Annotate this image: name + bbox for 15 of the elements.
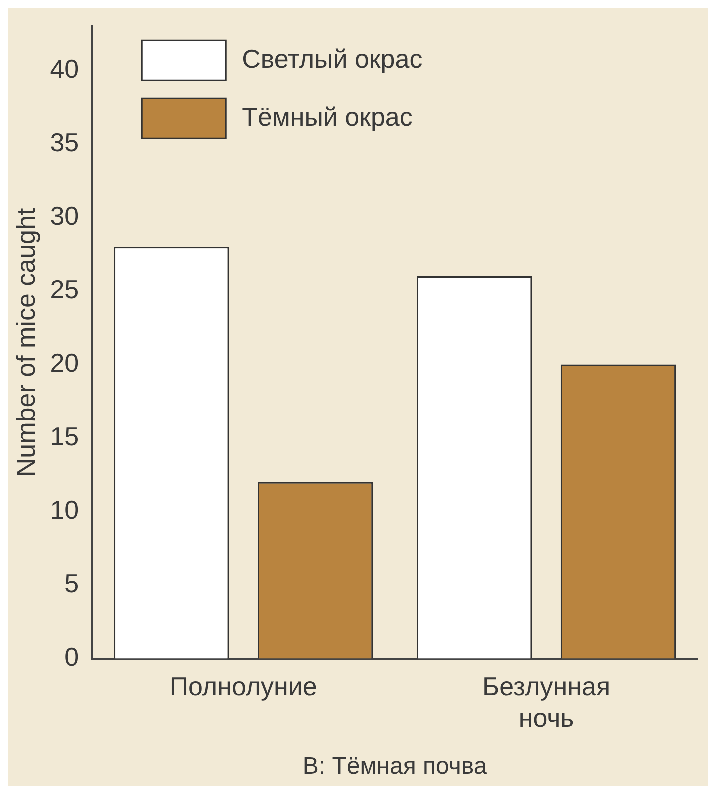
y-tick-label: 25: [50, 274, 80, 304]
y-tick-label: 15: [50, 421, 80, 452]
y-axis-title: Number of mice caught: [10, 208, 41, 478]
x-axis-title: B: Тёмная почва: [302, 753, 488, 780]
y-tick-label: 35: [50, 127, 80, 158]
legend-label: Светлый окрас: [242, 44, 423, 74]
y-tick-label: 5: [64, 568, 80, 598]
x-tick-label: Безлунная ночь: [482, 672, 611, 733]
y-tick-label: 30: [50, 200, 80, 231]
y-tick-label: 10: [50, 494, 80, 525]
y-tick-label: 20: [50, 348, 80, 378]
x-tick-label: Полнолуние: [170, 672, 318, 702]
y-tick-label: 0: [64, 642, 80, 672]
y-tick-label: 40: [50, 54, 80, 84]
legend-label: Тёмный окрас: [242, 102, 413, 132]
